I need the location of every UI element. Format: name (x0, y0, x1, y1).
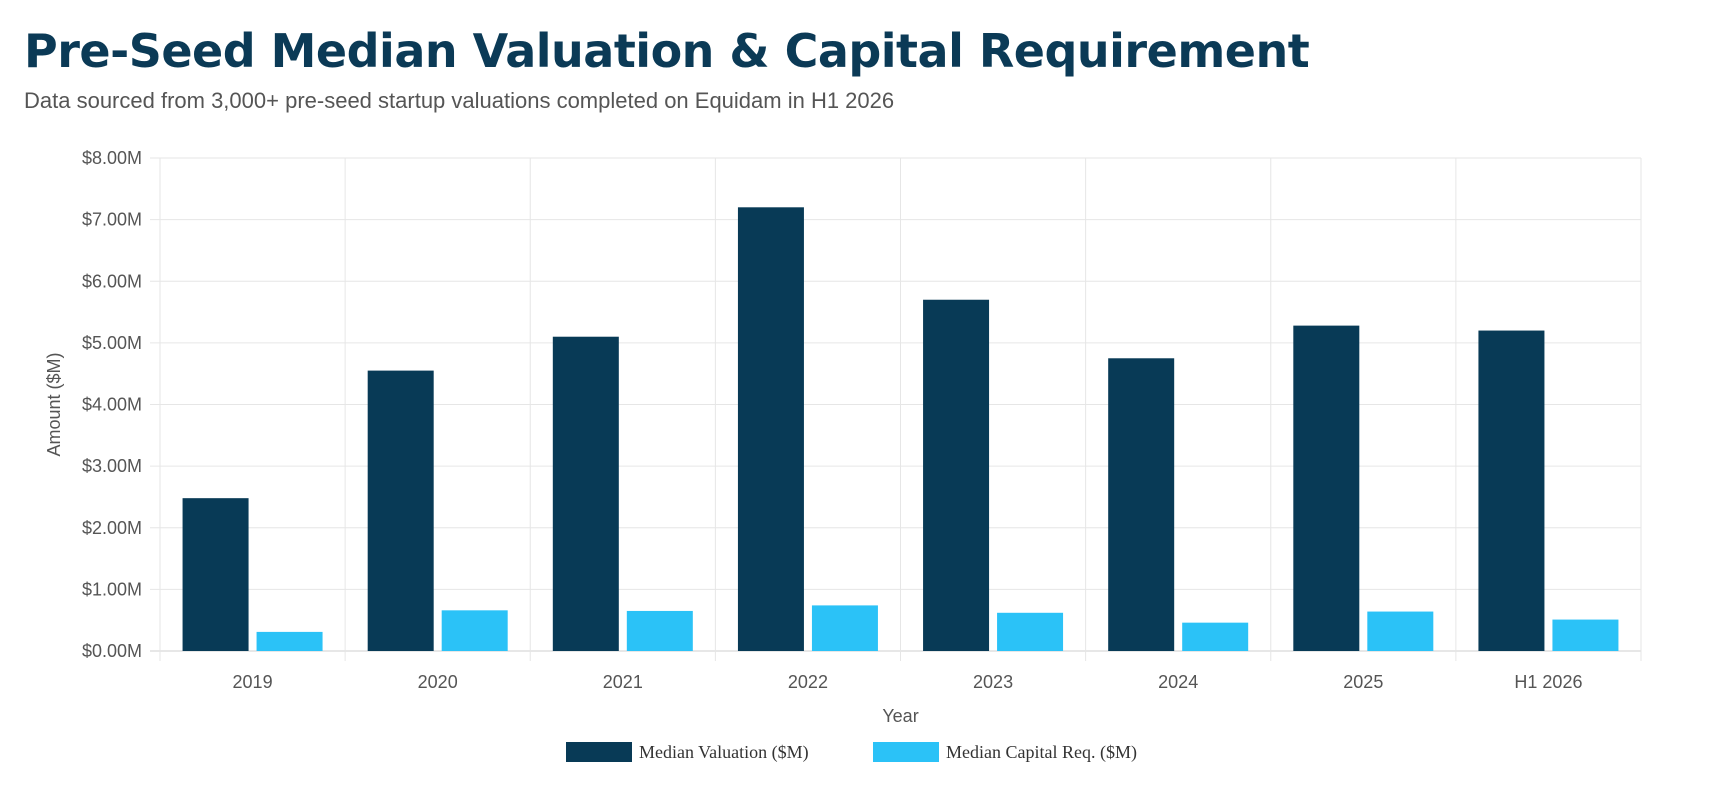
bar-median-valuation (737, 207, 804, 652)
bar-median-valuation (182, 498, 249, 651)
y-tick-label: $7.00M (82, 210, 142, 230)
y-tick-label: $5.00M (82, 333, 142, 353)
legend-swatch (566, 742, 632, 762)
chart-title: Pre-Seed Median Valuation & Capital Requ… (24, 24, 1310, 78)
bars (182, 207, 1619, 652)
x-tick-label: 2020 (418, 672, 458, 692)
bar-median-valuation (552, 336, 619, 651)
legend-label: Median Valuation ($M) (639, 742, 809, 763)
bar-median-capital-req (256, 631, 323, 651)
bar-median-valuation (1478, 330, 1545, 651)
bar-median-capital-req (811, 605, 878, 651)
x-tick-label: 2022 (788, 672, 828, 692)
x-tick-label: H1 2026 (1514, 672, 1582, 692)
y-tick-label: $8.00M (82, 148, 142, 168)
bar-median-capital-req (441, 610, 508, 651)
legend-swatch (873, 742, 939, 762)
y-axis-label: Amount ($M) (44, 352, 64, 456)
bar-median-capital-req (1552, 619, 1619, 651)
x-tick-label: 2023 (973, 672, 1013, 692)
bar-median-capital-req (997, 612, 1064, 651)
bar-median-capital-req (1367, 611, 1434, 651)
legend: Median Valuation ($M) Median Capital Req.… (566, 742, 1137, 763)
x-tick-label: 2021 (603, 672, 643, 692)
bar-median-valuation (923, 299, 990, 651)
x-tick-label: 2024 (1158, 672, 1198, 692)
bar-median-capital-req (626, 610, 693, 651)
x-axis-label: Year (882, 706, 918, 726)
y-tick-label: $1.00M (82, 579, 142, 599)
y-tick-label: $4.00M (82, 395, 142, 415)
chart-subtitle: Data sourced from 3,000+ pre-seed startu… (24, 88, 895, 113)
bar-median-valuation (1108, 358, 1175, 651)
x-tick-label: 2019 (233, 672, 273, 692)
bar-median-capital-req (1182, 622, 1249, 651)
tick-labels: $0.00M $1.00M $2.00M $3.00M $4.00M $5.00M $6.0… (82, 148, 1583, 692)
bar-median-valuation (1293, 325, 1360, 651)
y-tick-label: $0.00M (82, 641, 142, 661)
legend-label: Median Capital Req. ($M) (946, 742, 1137, 763)
x-tick-label: 2025 (1343, 672, 1383, 692)
bar-median-valuation (367, 370, 434, 651)
y-tick-label: $2.00M (82, 518, 142, 538)
y-tick-label: $3.00M (82, 456, 142, 476)
y-tick-label: $6.00M (82, 271, 142, 291)
